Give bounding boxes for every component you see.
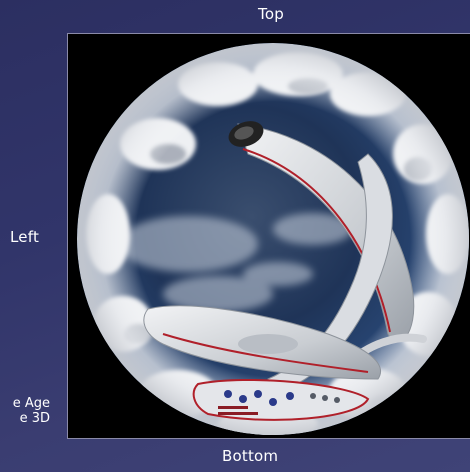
fisheye-sky-image	[77, 43, 469, 435]
fisheye-image-frame	[67, 33, 470, 439]
bottom-label: Bottom	[222, 447, 279, 465]
caption: e Age e 3D	[0, 396, 50, 426]
top-label: Top	[258, 5, 284, 23]
caption-line-1: e Age	[12, 396, 50, 411]
caption-line-2: e 3D	[19, 411, 50, 426]
left-label: Left	[10, 228, 40, 246]
